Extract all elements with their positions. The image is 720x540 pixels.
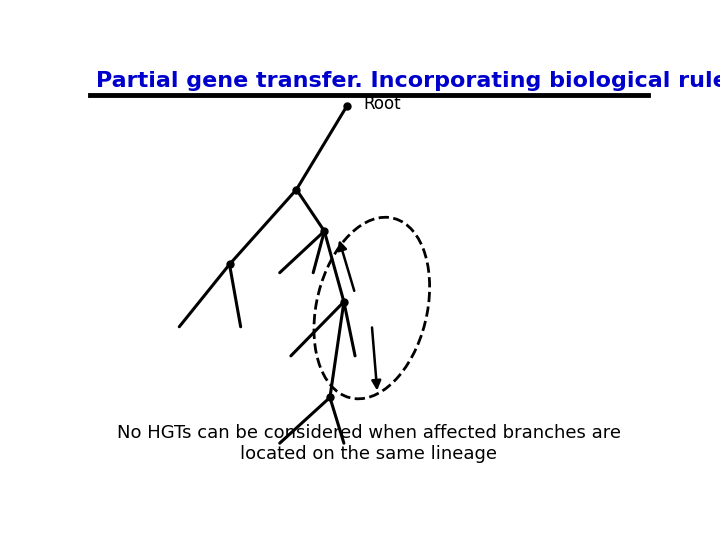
Text: Partial gene transfer. Incorporating biological rules (3).: Partial gene transfer. Incorporating bio… bbox=[96, 71, 720, 91]
Text: Root: Root bbox=[364, 95, 401, 113]
Text: No HGTs can be considered when affected branches are
located on the same lineage: No HGTs can be considered when affected … bbox=[117, 424, 621, 463]
